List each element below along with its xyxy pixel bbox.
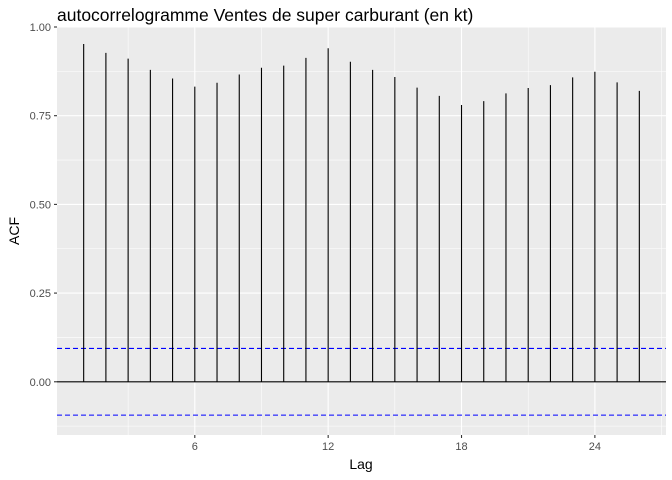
acf-bars bbox=[83, 44, 640, 382]
confidence-bounds bbox=[57, 347, 666, 416]
x-tick-label: 6 bbox=[192, 441, 198, 453]
y-axis: 0.00 0.25 0.50 0.75 1.00 bbox=[30, 22, 57, 389]
y-tick-label: 1.00 bbox=[30, 22, 51, 34]
x-tick-label: 12 bbox=[322, 441, 334, 453]
y-tick-label: 0.00 bbox=[30, 377, 51, 389]
x-axis-title: Lag bbox=[349, 456, 372, 472]
y-tick-label: 0.50 bbox=[30, 199, 51, 211]
x-axis: 6 12 18 24 bbox=[192, 435, 601, 453]
plot-panel bbox=[57, 27, 666, 435]
y-axis-title: ACF bbox=[6, 217, 22, 245]
chart-title: autocorrelogramme Ventes de super carbur… bbox=[57, 5, 473, 25]
x-tick-label: 24 bbox=[589, 441, 601, 453]
x-tick-label: 18 bbox=[455, 441, 467, 453]
y-tick-label: 0.75 bbox=[30, 111, 51, 123]
y-tick-label: 0.25 bbox=[30, 288, 51, 300]
